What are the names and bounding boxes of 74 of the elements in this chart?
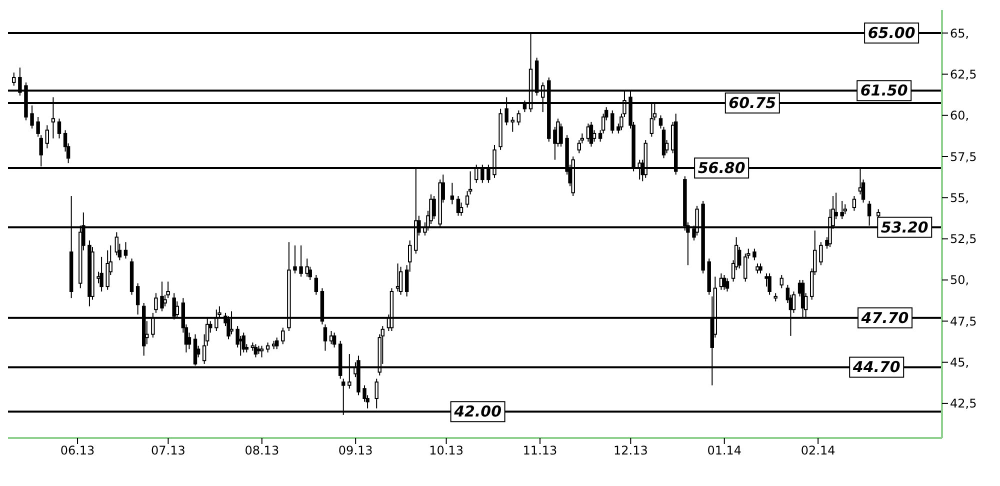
candlestick — [163, 294, 167, 307]
candlestick — [36, 116, 40, 138]
candlestick — [136, 282, 140, 316]
y-tick-label: 60, — [950, 108, 970, 123]
candlestick — [768, 272, 772, 296]
candlestick — [465, 190, 470, 208]
candlestick — [737, 246, 742, 269]
candlestick — [299, 244, 303, 278]
ref-line-label: 61.50 — [860, 82, 908, 100]
candlestick — [840, 200, 844, 220]
candlestick — [450, 182, 454, 205]
candlestick — [323, 324, 328, 352]
x-tick-label: 02.14 — [800, 444, 836, 458]
x-tick-label: 07.13 — [151, 444, 186, 458]
candlestick — [589, 121, 594, 148]
candlestick — [852, 196, 856, 212]
ref-line-label: 44.70 — [852, 358, 900, 376]
candlestick — [819, 242, 823, 266]
candlestick — [459, 202, 464, 216]
x-tick-label: 08.13 — [244, 444, 280, 458]
candlestick — [752, 248, 756, 261]
candlestick — [45, 124, 50, 149]
y-tick-label: 62,5 — [950, 67, 977, 82]
candlestick — [725, 278, 730, 292]
candlestick — [305, 258, 309, 278]
ref-line-label: 53.20 — [880, 218, 928, 236]
candlestick — [780, 274, 784, 289]
ref-line-label: 47.70 — [860, 308, 909, 327]
x-tick-label: 06.13 — [60, 444, 95, 458]
candlestick — [332, 332, 336, 348]
candlestick — [758, 263, 762, 274]
candlestick — [516, 110, 521, 126]
candlestick — [254, 344, 258, 358]
candlestick — [100, 256, 104, 292]
y-tick-label: 42,5 — [950, 396, 977, 411]
candlestick — [266, 342, 270, 353]
candlestick — [843, 204, 847, 215]
candlestick — [96, 271, 100, 284]
candlestick — [260, 345, 264, 358]
candlestick — [610, 110, 614, 134]
candlestick — [124, 242, 128, 260]
candlestick — [398, 266, 403, 296]
y-tick-label: 47,5 — [950, 314, 977, 328]
candlestick — [281, 327, 285, 345]
x-tick-label: 10.13 — [429, 444, 464, 458]
candlestick — [559, 123, 563, 148]
candlestick — [314, 274, 318, 296]
candlestick — [374, 378, 378, 409]
candlestick — [114, 232, 119, 256]
candlestick — [275, 337, 279, 350]
y-tick-label: 50, — [950, 273, 970, 288]
ref-line-label: 65.00 — [868, 24, 916, 42]
candlestick — [510, 116, 514, 132]
candlestick — [160, 281, 164, 312]
x-tick-label: 12.13 — [613, 444, 648, 458]
y-tick-label: 45, — [950, 356, 970, 370]
candlestick — [293, 244, 297, 274]
candlestick — [154, 292, 158, 314]
y-tick-label: 52,5 — [950, 232, 977, 246]
candlestick — [432, 196, 436, 220]
candlestick — [57, 118, 62, 139]
candlestick — [242, 332, 246, 353]
candlestick — [106, 250, 110, 290]
y-tick-label: 55, — [950, 190, 970, 205]
ref-line-label: 42.00 — [453, 402, 502, 421]
y-tick-label: 65, — [950, 26, 970, 40]
ref-line-label: 60.75 — [728, 94, 776, 112]
x-tick-label: 09.13 — [338, 444, 373, 458]
x-tick-label: 11.13 — [522, 444, 558, 458]
ref-line-label: 56.80 — [698, 159, 746, 178]
y-tick-label: 57,5 — [950, 150, 977, 164]
candlestick — [12, 72, 16, 86]
x-tick-label: 01.14 — [707, 444, 742, 458]
candlestick — [658, 114, 663, 130]
